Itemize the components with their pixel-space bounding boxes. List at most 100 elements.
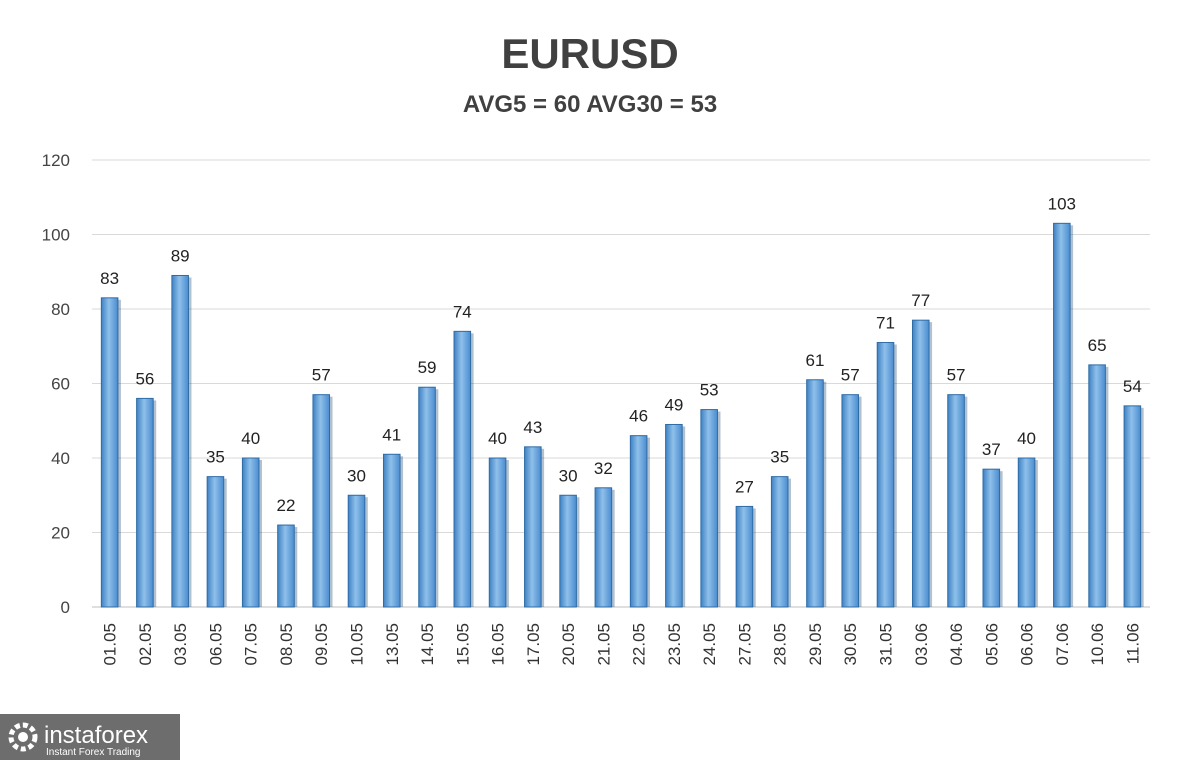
- data-label: 53: [700, 381, 719, 400]
- bar: [418, 386, 436, 608]
- data-label: 61: [806, 351, 825, 370]
- bar: [841, 394, 860, 608]
- x-category-label: 29.05: [806, 623, 825, 666]
- x-category-label: 20.05: [559, 623, 578, 666]
- watermark-logo: instaforex Instant Forex Trading: [0, 714, 180, 760]
- data-labels: 83 56 89 35 40 22 57 30 41 59 74 40 43 30 32 46 49 53 27 35…: [100, 194, 1142, 515]
- data-label: 27: [735, 477, 754, 496]
- bar: [382, 453, 401, 608]
- x-category-label: 28.05: [771, 623, 790, 666]
- data-label: 40: [241, 429, 260, 448]
- data-label: 71: [876, 314, 895, 333]
- data-label: 65: [1088, 336, 1107, 355]
- bar: [594, 487, 613, 608]
- data-label: 37: [982, 440, 1001, 459]
- chart-title: EURUSD: [501, 30, 678, 77]
- gear-logo-icon: [8, 722, 38, 752]
- data-label: 54: [1123, 377, 1142, 396]
- y-tick-label: 60: [51, 375, 70, 394]
- bar: [876, 342, 895, 608]
- bar: [629, 435, 648, 608]
- bar: [488, 457, 507, 608]
- data-label: 30: [347, 466, 366, 485]
- bar: [665, 423, 683, 608]
- data-label: 103: [1048, 194, 1076, 213]
- bar: [1088, 364, 1106, 608]
- x-category-label: 04.06: [947, 623, 966, 666]
- bar: [312, 394, 331, 608]
- watermark-brand: instaforex: [44, 722, 148, 749]
- x-category-label: 05.06: [982, 623, 1001, 666]
- x-category-label: 01.05: [101, 623, 120, 666]
- bar: [982, 468, 1001, 608]
- bar: [277, 524, 295, 608]
- watermark-background: [0, 714, 180, 760]
- x-category-label: 15.05: [453, 623, 472, 666]
- data-label: 59: [418, 358, 437, 377]
- bar: [347, 494, 366, 608]
- x-category-label: 23.05: [665, 623, 684, 666]
- bar: [770, 476, 789, 608]
- x-category-label: 27.05: [735, 623, 754, 666]
- x-category-label: 10.06: [1088, 623, 1107, 666]
- data-label: 57: [312, 366, 331, 385]
- data-label: 57: [841, 366, 860, 385]
- bar: [735, 505, 754, 608]
- y-tick-label: 40: [51, 449, 70, 468]
- data-label: 40: [488, 429, 507, 448]
- bar: [947, 394, 965, 608]
- y-tick-label: 0: [61, 598, 70, 617]
- x-category-label: 08.05: [277, 623, 296, 666]
- x-category-label: 21.05: [594, 623, 613, 666]
- x-category-label: 02.05: [136, 623, 155, 666]
- x-category-label: 24.05: [700, 623, 719, 666]
- y-axis-ticks: 0 20 40 60 80 100 120: [42, 151, 70, 617]
- x-category-label: 06.06: [1018, 623, 1037, 666]
- data-label: 41: [382, 425, 401, 444]
- data-label: 30: [559, 466, 578, 485]
- data-label: 32: [594, 459, 613, 478]
- x-category-label: 03.06: [912, 623, 931, 666]
- x-category-label: 10.05: [348, 623, 367, 666]
- data-label: 35: [770, 448, 789, 467]
- data-label: 35: [206, 448, 225, 467]
- bar: [806, 379, 824, 608]
- bar: [171, 274, 189, 608]
- x-category-label: 14.05: [418, 623, 437, 666]
- data-label: 83: [100, 269, 119, 288]
- x-category-label: 22.05: [630, 623, 649, 666]
- x-axis-categories: 01.05 02.05 03.05 06.05 07.05 08.05 09.05 10.05…: [101, 623, 1143, 666]
- x-category-label: 06.05: [206, 623, 225, 666]
- bar: [206, 476, 225, 608]
- x-category-label: 13.05: [383, 623, 402, 666]
- bar: [241, 457, 260, 608]
- bar: [559, 494, 577, 608]
- watermark-tagline: Instant Forex Trading: [46, 747, 141, 758]
- bar: [453, 330, 472, 608]
- x-category-label: 07.05: [242, 623, 261, 666]
- x-category-label: 09.05: [312, 623, 331, 666]
- x-category-label: 07.06: [1053, 623, 1072, 666]
- y-tick-label: 20: [51, 524, 70, 543]
- y-tick-label: 80: [51, 300, 70, 319]
- bar: [1017, 457, 1036, 608]
- data-label: 46: [629, 407, 648, 426]
- data-label: 43: [523, 418, 542, 437]
- x-category-label: 31.05: [877, 623, 896, 666]
- data-label: 77: [911, 291, 930, 310]
- bar: [524, 446, 542, 608]
- data-label: 49: [664, 395, 683, 414]
- x-category-label: 11.06: [1123, 623, 1142, 664]
- gridlines: [92, 159, 1150, 608]
- bar: [136, 397, 154, 608]
- x-category-label: 16.05: [489, 623, 508, 666]
- bar: [911, 319, 930, 608]
- x-category-label: 03.05: [171, 623, 190, 666]
- data-label: 89: [171, 246, 190, 265]
- data-label: 56: [135, 369, 154, 388]
- bar: [700, 409, 718, 608]
- x-category-label: 30.05: [841, 623, 860, 666]
- bar: [1123, 405, 1142, 608]
- bars: [100, 222, 1144, 608]
